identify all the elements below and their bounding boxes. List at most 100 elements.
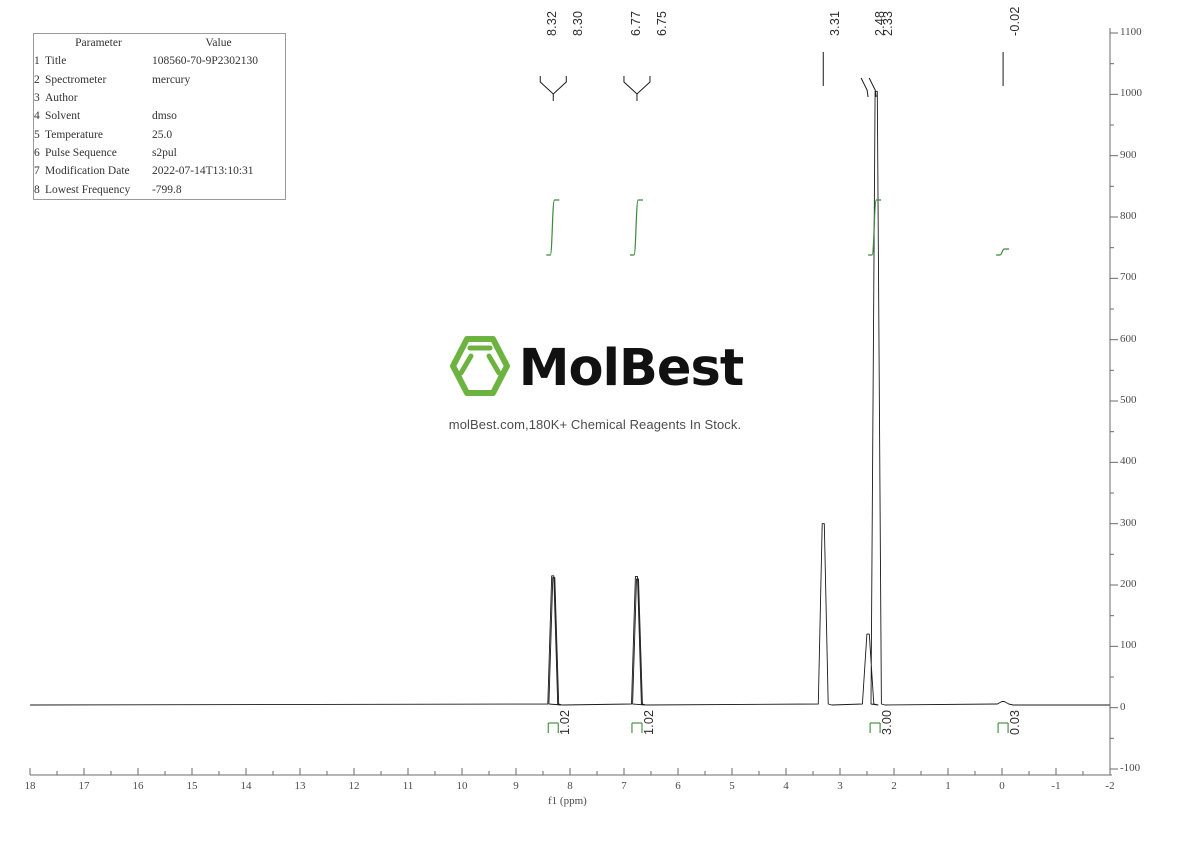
- row-value: 25.0: [151, 128, 173, 141]
- x-axis-tick-label: 12: [348, 780, 360, 792]
- y-axis-tick-label: 100: [1120, 639, 1137, 652]
- doublet-connector: [539, 76, 567, 95]
- x-axis-title: f1 (ppm): [548, 795, 587, 807]
- y-axis-tick-label: 300: [1120, 516, 1137, 529]
- integral-bracket: [997, 722, 1009, 733]
- row-index: 6: [34, 146, 40, 159]
- peak-label: 8.30: [571, 10, 586, 36]
- x-axis-tick-label: 17: [78, 780, 90, 792]
- x-axis-tick-label: -2: [1105, 780, 1115, 792]
- watermark-tagline: molBest.com,180K+ Chemical Reagents In S…: [448, 417, 742, 432]
- hexagon-benzene-icon: [447, 335, 513, 402]
- table-row: 3 Author: [34, 89, 285, 107]
- watermark-logo-row: MolBest: [0, 335, 1190, 402]
- integral-label: 3.00: [880, 709, 895, 735]
- table-row: 4 Solvent dmso: [34, 107, 285, 125]
- table-row: 8 Lowest Frequency -799.8: [34, 181, 285, 199]
- x-axis-tick-label: 8: [567, 780, 573, 792]
- integral-step: [996, 248, 1010, 256]
- peak-label: 8.32: [545, 10, 560, 36]
- peak-connector-line: [868, 77, 877, 98]
- row-value: 2022-07-14T13:10:31: [151, 165, 254, 178]
- watermark: MolBest molBest.com,180K+ Chemical Reage…: [0, 335, 1190, 432]
- row-value: -799.8: [151, 183, 182, 196]
- y-axis-tick-label: 400: [1120, 455, 1137, 468]
- x-axis-tick-label: 11: [402, 780, 414, 792]
- peak-label: 6.77: [628, 10, 643, 36]
- x-axis-tick-label: -1: [1051, 780, 1061, 792]
- row-index: 5: [34, 128, 40, 141]
- peak-label: 6.75: [654, 10, 669, 36]
- parameter-table-header-row: Parameter Value: [34, 34, 285, 52]
- row-key: Author: [45, 91, 78, 104]
- doublet-connector: [623, 76, 651, 95]
- x-axis-tick-label: 0: [999, 780, 1005, 792]
- integral-step: [868, 199, 882, 256]
- integral-step: [546, 199, 560, 256]
- y-axis-tick-label: 1100: [1120, 26, 1142, 38]
- row-value: mercury: [151, 73, 191, 86]
- y-axis-tick-label: 500: [1120, 394, 1137, 406]
- row-key: Temperature: [45, 128, 103, 141]
- peak-label-connector: [539, 76, 567, 101]
- y-axis-tick-label: 1000: [1120, 87, 1142, 100]
- y-axis-tick-label: -100: [1120, 762, 1141, 774]
- spectrum-trace: [29, 90, 1110, 706]
- x-axis-tick-label: 15: [186, 780, 198, 792]
- peak-label: 3.31: [828, 10, 843, 36]
- row-index: 4: [34, 110, 40, 123]
- peak-label: 2.33: [881, 10, 896, 36]
- x-axis-tick-label: 3: [837, 780, 843, 792]
- row-key: Spectrometer: [45, 73, 107, 86]
- row-index: 8: [34, 183, 40, 196]
- x-axis-tick-label: 14: [240, 780, 252, 792]
- integral-label: 1.02: [558, 709, 573, 735]
- y-axis-tick-label: 0: [1120, 700, 1126, 713]
- y-axis-tick-label: 700: [1120, 271, 1137, 284]
- row-key: Solvent: [45, 110, 81, 123]
- integral-bracket: [547, 722, 559, 733]
- x-axis-tick-label: 5: [729, 780, 735, 792]
- parameter-table-body: Parameter Value 1 Title 108560-70-9P2302…: [34, 34, 285, 199]
- row-value: 108560-70-9P2302130: [151, 55, 259, 68]
- x-axis-tick-label: 13: [294, 780, 306, 792]
- peak-label: -0.02: [1008, 6, 1023, 37]
- x-axis-tick-label: 6: [675, 780, 681, 792]
- integral-curve: [996, 248, 1010, 256]
- brand-name: MolBest: [518, 339, 744, 398]
- parameter-table-grid: Parameter Value 1 Title 108560-70-9P2302…: [34, 34, 285, 199]
- table-row: 7 Modification Date 2022-07-14T13:10:31: [34, 162, 285, 180]
- row-key: Pulse Sequence: [45, 146, 117, 159]
- integral-label: 0.03: [1008, 709, 1023, 735]
- y-axis-tick-label: 600: [1120, 332, 1137, 345]
- integral-curve: [546, 199, 560, 256]
- integral-curve: [630, 199, 643, 256]
- table-row: 1 Title 108560-70-9P2302130: [34, 52, 285, 70]
- y-axis-tick-label: 200: [1120, 578, 1137, 590]
- integral-label: 1.02: [641, 709, 656, 735]
- peak-label-connector: [623, 76, 651, 101]
- x-axis-tick-label: 10: [456, 780, 468, 792]
- integral-curve: [868, 199, 882, 256]
- table-row: 6 Pulse Sequence s2pul: [34, 144, 285, 162]
- integral-bracket: [631, 722, 643, 733]
- row-value: dmso: [151, 110, 177, 123]
- row-key: Title: [45, 55, 67, 68]
- y-axis-tick-label: 800: [1120, 210, 1137, 222]
- peak-label-connector: [860, 77, 877, 98]
- table-row: 5 Temperature 25.0: [34, 126, 285, 144]
- x-axis-tick-label: 1: [945, 780, 951, 792]
- x-axis-tick-label: 7: [621, 780, 627, 792]
- peak-connector-line: [860, 77, 869, 98]
- table-row: 2 Spectrometer mercury: [34, 71, 285, 89]
- integral-step: [630, 199, 643, 256]
- x-axis-tick-label: 16: [132, 780, 144, 792]
- integral-bracket: [869, 722, 881, 733]
- row-index: 2: [34, 73, 40, 86]
- row-index: 7: [34, 165, 40, 178]
- parameter-table: Parameter Value 1 Title 108560-70-9P2302…: [33, 33, 286, 200]
- y-axis-tick-label: 900: [1120, 148, 1137, 161]
